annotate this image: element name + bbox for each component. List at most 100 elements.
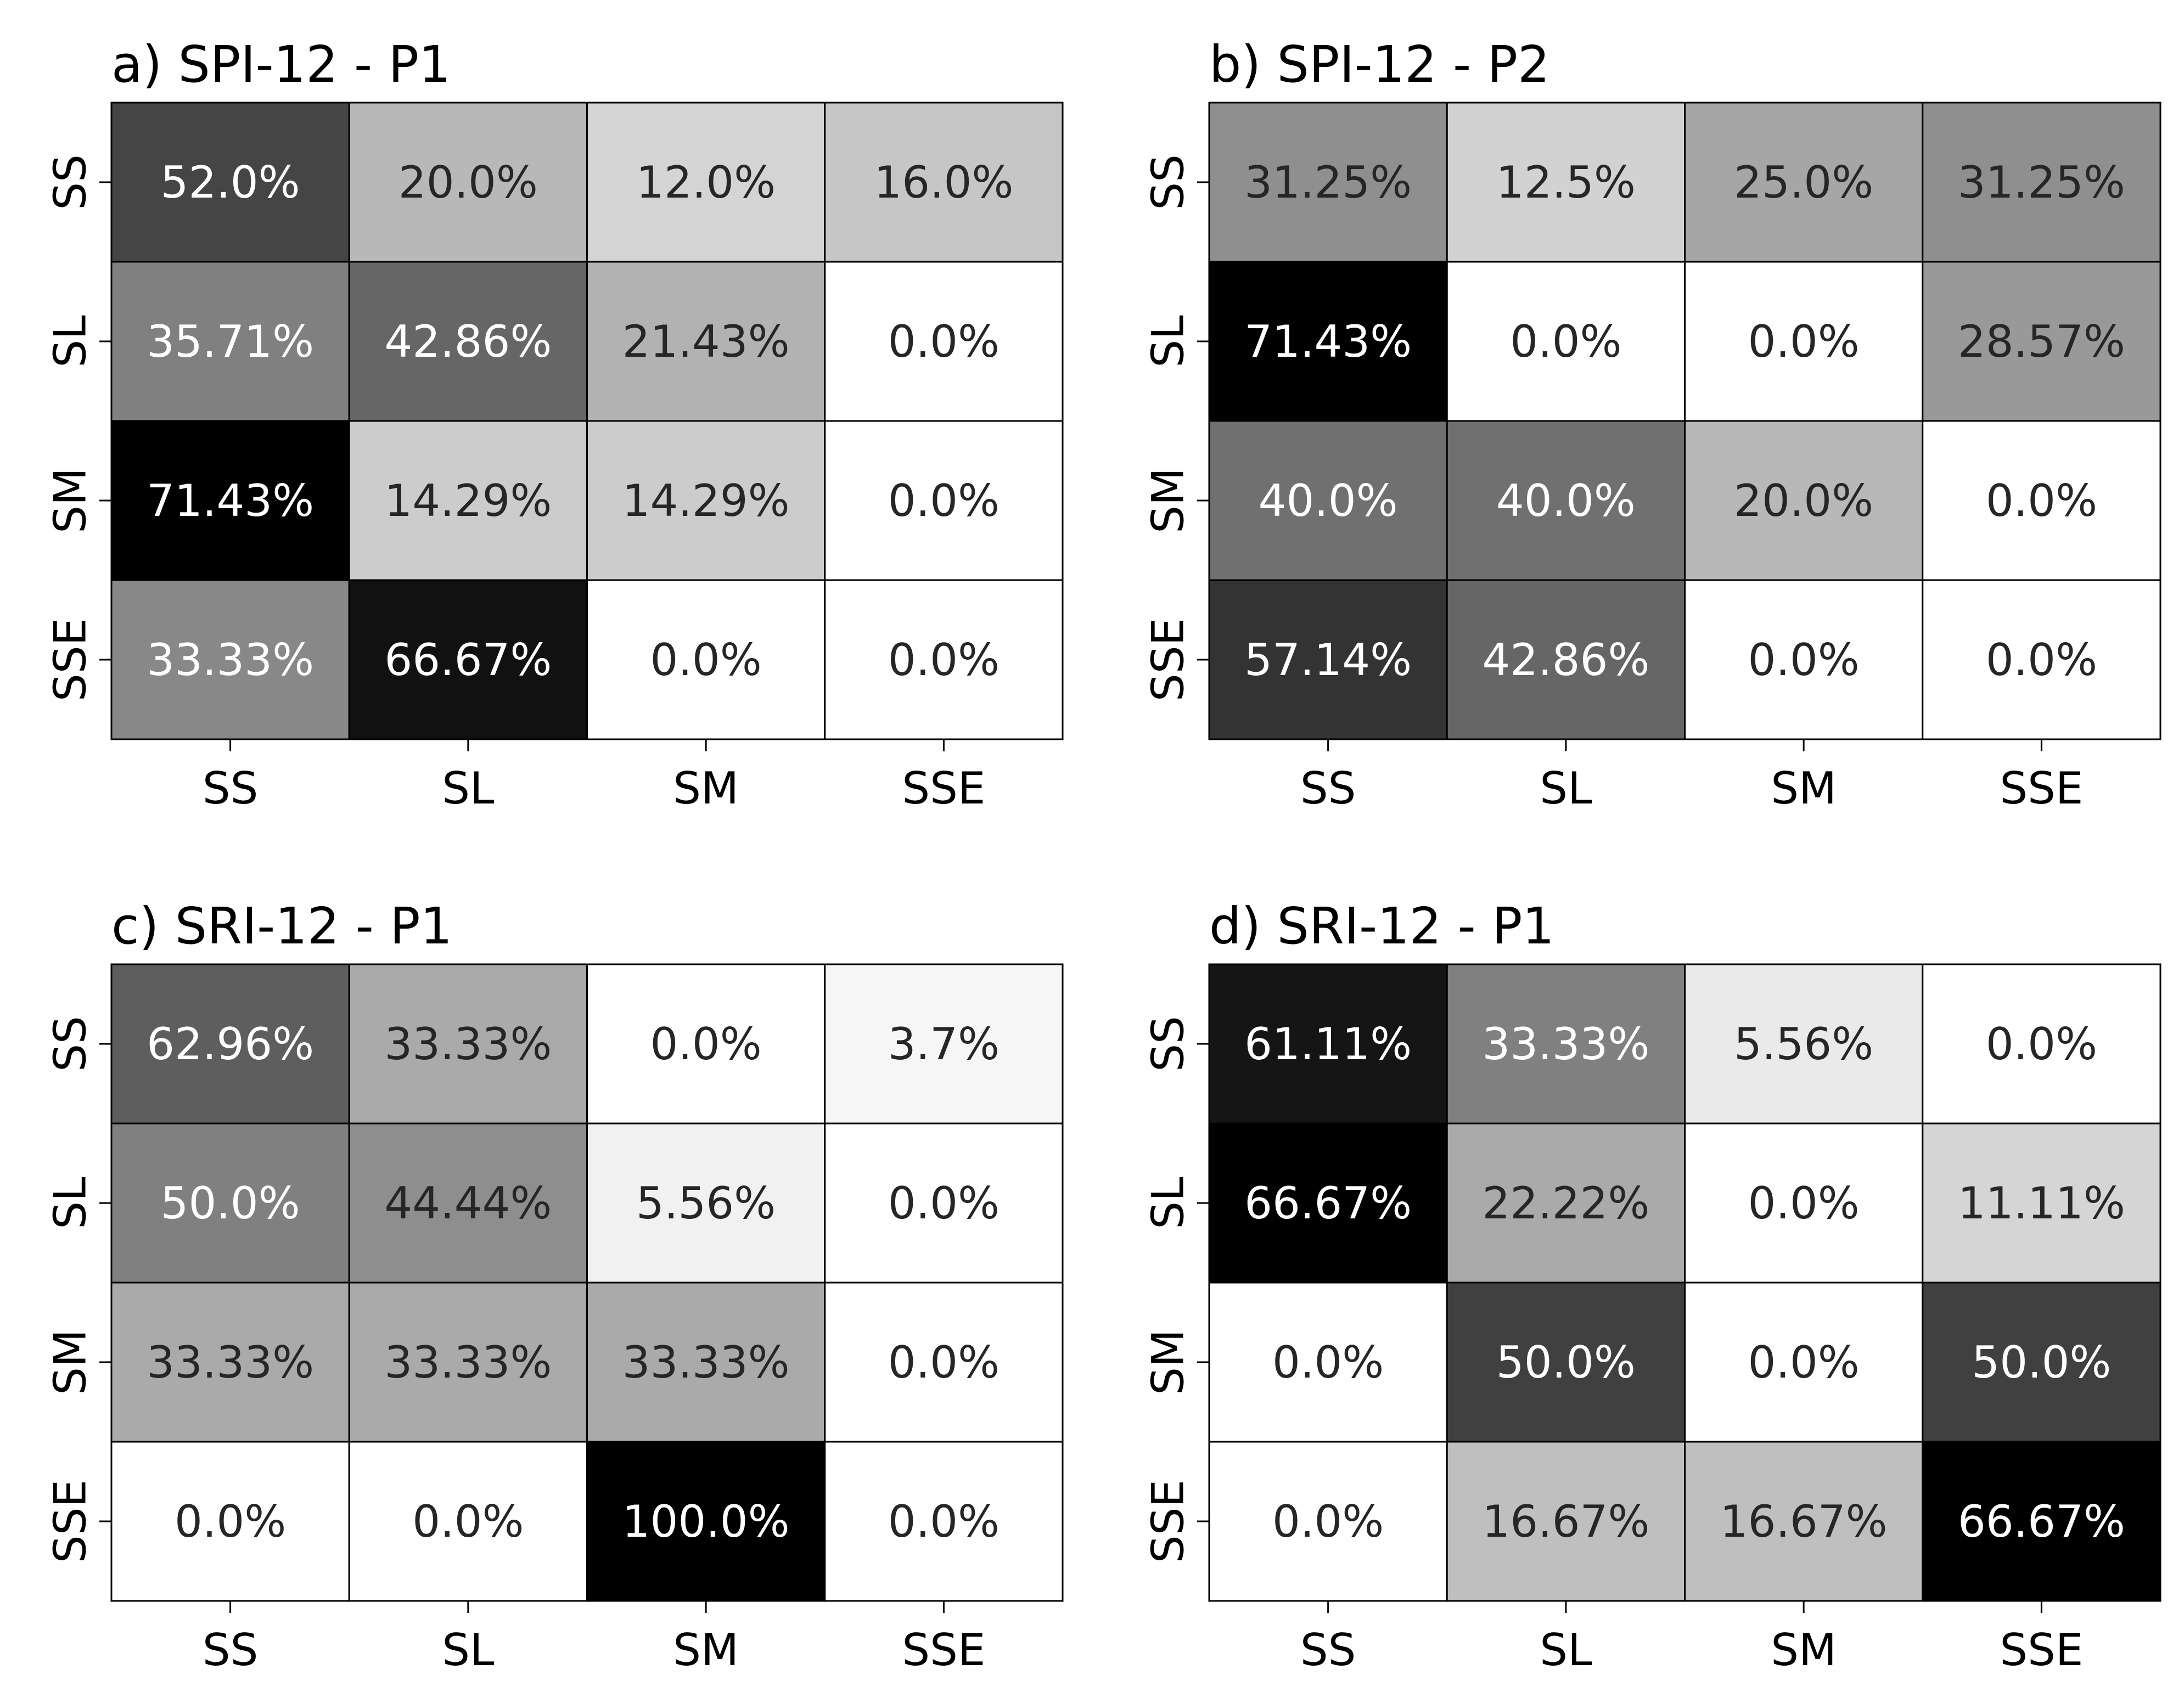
- heatmap-cell: [1684, 579, 1924, 740]
- y-tick-label: SL: [45, 315, 96, 368]
- cell-value-label: 42.86%: [1482, 634, 1649, 685]
- heatmap-cell: [1684, 102, 1924, 263]
- heatmap-cell: [1208, 963, 1448, 1125]
- cell-value-label: 35.71%: [147, 316, 314, 367]
- cell-value-label: 33.33%: [384, 1019, 552, 1070]
- cell-value-label: 14.29%: [622, 475, 790, 526]
- cell-value-label: 22.22%: [1482, 1178, 1649, 1229]
- x-tick-label: SS: [203, 1625, 259, 1676]
- heatmap-cell: [1446, 420, 1686, 581]
- cell-value-label: 0.0%: [888, 475, 1000, 526]
- cell-value-label: 57.14%: [1244, 634, 1412, 685]
- y-tick-label: SSE: [1143, 618, 1194, 701]
- y-tick-label: SM: [45, 1329, 96, 1395]
- cell-value-label: 33.33%: [384, 1337, 552, 1388]
- heatmap-cell: [1922, 579, 2161, 740]
- heatmap-cell: [348, 1441, 588, 1602]
- heatmap-cell: [1922, 102, 2161, 263]
- heatmap-cell: [1684, 261, 1924, 422]
- heatmap-cell: [110, 1282, 350, 1443]
- heatmap-cell: [1208, 1282, 1448, 1443]
- heatmap-cell: [348, 420, 588, 581]
- cell-value-label: 5.56%: [1734, 1019, 1873, 1070]
- heatmap-panel-4: d) SRI-12 - P1 61.11% 33.33% 5.56% 0.0% 66.67…: [1143, 897, 2161, 1676]
- cell-value-label: 16.67%: [1720, 1496, 1888, 1547]
- cell-value-label: 0.0%: [1748, 316, 1860, 367]
- cell-value-label: 25.0%: [1734, 157, 1873, 208]
- x-tick-label: SM: [673, 763, 739, 814]
- cell-value-label: 33.33%: [147, 1337, 314, 1388]
- cell-value-label: 0.0%: [1986, 475, 2097, 526]
- cell-value-label: 0.0%: [888, 634, 1000, 685]
- cell-value-label: 11.11%: [1958, 1178, 2125, 1229]
- y-tick-label: SSE: [1143, 1480, 1194, 1563]
- cell-value-label: 0.0%: [1272, 1496, 1384, 1547]
- x-tick-label: SL: [442, 1625, 495, 1676]
- panel-title: d) SRI-12 - P1: [1209, 897, 1554, 956]
- x-tick-label: SL: [1540, 1625, 1592, 1676]
- cell-value-label: 31.25%: [1958, 157, 2125, 208]
- cell-value-label: 40.0%: [1259, 475, 1398, 526]
- heatmap-cell: [1684, 1441, 1924, 1602]
- heatmap-cell: [1446, 102, 1686, 263]
- cell-value-label: 50.0%: [161, 1178, 300, 1229]
- x-tick-label: SM: [673, 1625, 739, 1676]
- panel-title: a) SPI-12 - P1: [111, 35, 451, 94]
- heatmap-cell: [1684, 1122, 1924, 1284]
- panel-frame: [110, 102, 1064, 740]
- cell-value-label: 0.0%: [888, 316, 1000, 367]
- panel-frame: [1208, 963, 2161, 1602]
- cell-value-label: 5.56%: [636, 1178, 776, 1229]
- heatmap-cell: [1446, 1282, 1686, 1443]
- cell-value-label: 33.33%: [1482, 1019, 1649, 1070]
- y-tick-label: SS: [45, 154, 96, 210]
- cell-value-label: 62.96%: [147, 1019, 314, 1070]
- x-tick-label: SSE: [902, 763, 985, 814]
- heatmap-cell: [824, 1282, 1064, 1443]
- y-tick-label: SM: [45, 468, 96, 533]
- heatmap-cell: [586, 102, 826, 263]
- heatmap-panel-2: b) SPI-12 - P2 31.25% 12.5% 25.0% 31.25% 71.4…: [1143, 35, 2161, 814]
- x-tick-label: SSE: [2000, 763, 2083, 814]
- x-tick-label: SL: [442, 763, 495, 814]
- y-tick-label: SM: [1143, 1329, 1194, 1395]
- cell-value-label: 0.0%: [1272, 1337, 1384, 1388]
- cell-value-label: 61.11%: [1244, 1019, 1412, 1070]
- x-tick-label: SSE: [902, 1625, 985, 1676]
- cell-value-label: 71.43%: [147, 475, 314, 526]
- panel-title: b) SPI-12 - P2: [1209, 35, 1550, 94]
- cell-value-label: 50.0%: [1972, 1337, 2111, 1388]
- cell-value-label: 20.0%: [1734, 475, 1873, 526]
- heatmap-cell: [1922, 1441, 2161, 1602]
- cell-value-label: 0.0%: [1510, 316, 1621, 367]
- cell-value-label: 12.5%: [1496, 157, 1636, 208]
- cell-value-label: 71.43%: [1244, 316, 1412, 367]
- cell-value-label: 100.0%: [622, 1496, 790, 1547]
- cell-value-label: 16.0%: [874, 157, 1013, 208]
- y-tick-label: SS: [45, 1016, 96, 1072]
- cell-value-label: 0.0%: [1986, 1019, 2097, 1070]
- heatmap-cell: [110, 579, 350, 740]
- x-tick-label: SS: [203, 763, 259, 814]
- heatmap-panel-1: a) SPI-12 - P1 52.0% 20.0% 12.0% 16.0% 35.71%…: [45, 35, 1064, 814]
- cell-value-label: 21.43%: [622, 316, 790, 367]
- cell-value-label: 12.0%: [636, 157, 776, 208]
- cell-value-label: 66.67%: [384, 634, 552, 685]
- heatmap-panel-3: c) SRI-12 - P1 62.96% 33.33% 0.0% 3.7% 50.0% 4…: [45, 897, 1064, 1676]
- cell-value-label: 0.0%: [888, 1178, 1000, 1229]
- y-tick-label: SL: [1143, 315, 1194, 368]
- y-tick-label: SL: [45, 1177, 96, 1229]
- heatmap-cell: [1208, 1441, 1448, 1602]
- cell-value-label: 31.25%: [1244, 157, 1412, 208]
- cell-value-label: 14.29%: [384, 475, 552, 526]
- heatmap-cell: [348, 579, 588, 740]
- heatmap-cell: [824, 102, 1064, 263]
- x-tick-label: SS: [1300, 763, 1356, 814]
- y-tick-label: SS: [1143, 1016, 1194, 1072]
- heatmap-cell: [348, 1282, 588, 1443]
- heatmap-cell: [1446, 1122, 1686, 1284]
- heatmap-cell: [586, 963, 826, 1125]
- cell-value-label: 33.33%: [147, 634, 314, 685]
- heatmap-cell: [1446, 261, 1686, 422]
- heatmap-cell: [348, 1122, 588, 1284]
